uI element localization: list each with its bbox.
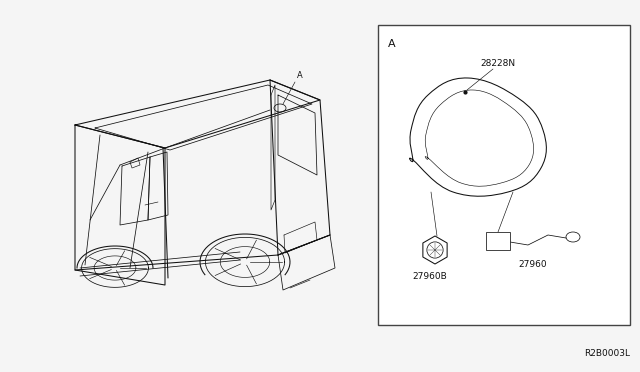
Text: A: A [388, 39, 396, 49]
Text: 27960: 27960 [518, 260, 547, 269]
Bar [486, 232, 510, 250]
Text: A: A [297, 71, 303, 80]
Text: 28228N: 28228N [481, 58, 516, 67]
Text: 27960B: 27960B [413, 272, 447, 281]
Text: R2B0003L: R2B0003L [584, 349, 630, 358]
Bar [378, 25, 630, 325]
